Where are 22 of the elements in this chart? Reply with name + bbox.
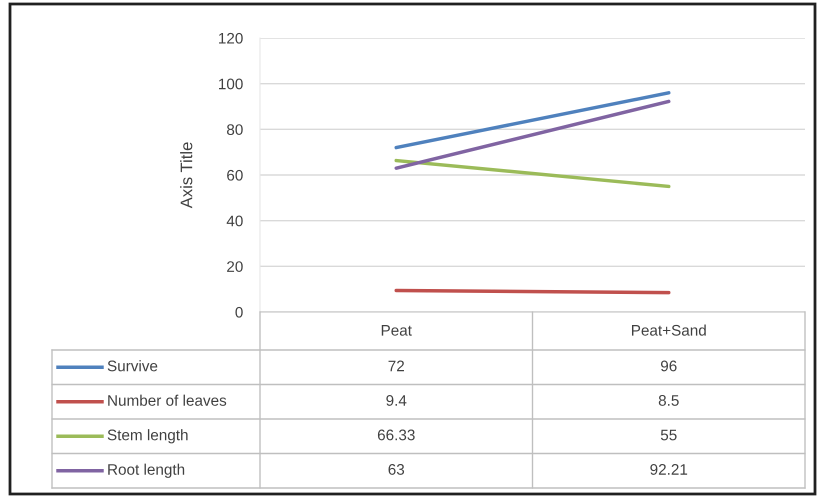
y-tick-label: 120	[219, 32, 243, 44]
legend-label: Number of leaves	[108, 394, 226, 406]
data-label: 55	[660, 430, 677, 440]
data-label: 72	[388, 360, 404, 372]
y-axis-title: Axis Title	[180, 142, 192, 208]
data-label: 63	[388, 464, 404, 475]
x-tick-label: Peat	[382, 325, 412, 336]
y-tick-label: 100	[219, 78, 243, 90]
y-tick-label: 40	[226, 216, 243, 226]
data-label: 66.33	[378, 430, 415, 440]
data-label: 9.4	[386, 395, 406, 406]
y-tick-label: 0	[235, 306, 243, 318]
y-tick-label: 20	[227, 261, 243, 272]
x-tick-label: Peat+Sand	[632, 324, 706, 336]
data-label: 96	[660, 360, 677, 372]
data-label: 92.21	[650, 464, 688, 475]
y-tick-label: 60	[227, 170, 243, 181]
data-label: 8.5	[658, 395, 679, 406]
legend-label: Root length	[108, 464, 184, 478]
legend-label: Survive	[108, 360, 158, 372]
y-tick-label: 80	[227, 124, 243, 136]
legend-label: Stem length	[108, 429, 188, 444]
